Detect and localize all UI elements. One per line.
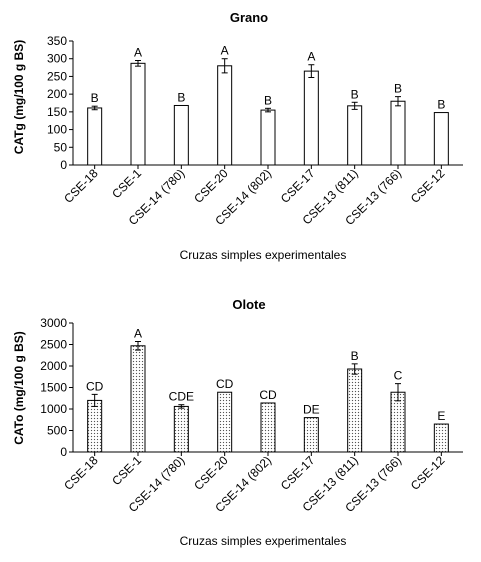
x-tick-label: CSE-20 [191, 453, 231, 493]
x-axis-label: Cruzas simples experimentales [180, 248, 347, 262]
significance-label: A [134, 45, 142, 59]
x-tick-label: CSE-20 [191, 166, 231, 206]
significance-label: B [351, 349, 359, 363]
bar [303, 417, 319, 453]
bar [217, 65, 233, 166]
y-tick-label: 0 [60, 158, 67, 172]
x-tick-label: CSE-12 [408, 453, 448, 493]
significance-label: A [134, 326, 142, 340]
significance-label: B [351, 87, 359, 101]
y-tick-label: 350 [47, 34, 67, 48]
y-axis-label: CATg (mg/100 g BS) [12, 40, 26, 154]
y-tick-label: 200 [47, 87, 67, 101]
bar [390, 100, 406, 166]
x-tick-label: CSE-12 [408, 166, 448, 206]
bar [217, 391, 233, 453]
bar [433, 112, 449, 166]
bar [433, 423, 449, 453]
significance-label: B [91, 91, 99, 105]
significance-label: B [177, 90, 185, 104]
x-tick-label: CSE-17 [278, 453, 318, 493]
y-tick-label: 3000 [40, 316, 67, 330]
significance-label: CD [216, 377, 234, 391]
bar [87, 399, 103, 453]
bar [260, 402, 276, 453]
x-tick-label: CSE-1 [109, 453, 144, 488]
chart-title: Grano [230, 10, 268, 25]
significance-label: CD [86, 379, 104, 393]
bar [303, 70, 319, 166]
significance-label: B [437, 98, 445, 112]
y-tick-label: 2000 [40, 359, 67, 373]
chart-olote: Olote CATo (mg/100 g BS) Cruzas simples … [12, 297, 463, 548]
y-tick-label: 500 [47, 424, 67, 438]
y-tick-label: 50 [54, 140, 68, 154]
y-tick-label: 100 [47, 123, 67, 137]
x-tick-label: CSE-18 [61, 453, 101, 493]
y-tick-label: 1500 [40, 381, 67, 395]
significance-label: B [264, 93, 272, 107]
bar [260, 109, 276, 166]
significance-label: E [437, 409, 445, 423]
bar [87, 107, 103, 166]
significance-label: CD [259, 388, 277, 402]
bar [173, 405, 189, 453]
bar [347, 105, 363, 166]
y-axis-label: CATo (mg/100 g BS) [12, 331, 26, 445]
x-axis-label: Cruzas simples experimentales [180, 534, 347, 548]
bar [130, 62, 146, 166]
bar [130, 345, 146, 453]
significance-label: C [394, 369, 403, 383]
bar [173, 104, 189, 166]
chart-grano: Grano CATg (mg/100 g BS) Cruzas simples … [12, 10, 463, 262]
y-tick-label: 1000 [40, 402, 67, 416]
significance-label: A [307, 50, 315, 64]
significance-label: CDE [169, 390, 194, 404]
y-tick-label: 2500 [40, 338, 67, 352]
y-tick-label: 300 [47, 52, 67, 66]
chart-title: Olote [232, 297, 265, 312]
significance-label: B [394, 82, 402, 96]
bar [347, 368, 363, 453]
x-tick-label: CSE-17 [278, 166, 318, 206]
x-tick-label: CSE-1 [109, 166, 144, 201]
significance-label: A [221, 44, 229, 58]
y-tick-label: 250 [47, 69, 67, 83]
x-tick-label: CSE-18 [61, 166, 101, 206]
significance-label: DE [303, 403, 320, 417]
y-tick-label: 150 [47, 105, 67, 119]
y-tick-label: 0 [60, 445, 67, 459]
